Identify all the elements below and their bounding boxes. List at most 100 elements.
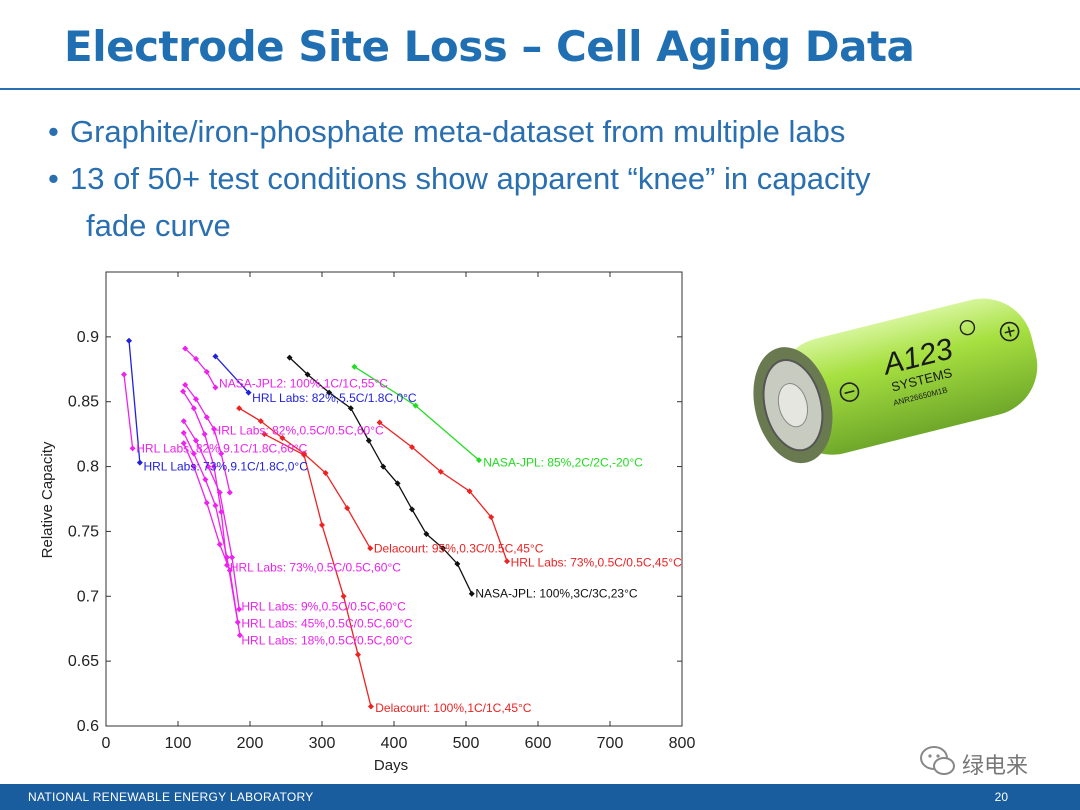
- bullet-dot-icon: •: [48, 161, 59, 196]
- series-annotation: HRL Labs: 82%,0.5C/0.5C,60°C: [213, 423, 384, 437]
- data-point: [136, 459, 143, 466]
- bullet-list: • Graphite/iron-phosphate meta-dataset f…: [48, 108, 870, 249]
- data-series-group: [121, 337, 511, 710]
- data-point: [466, 488, 473, 495]
- x-axis-label: Days: [374, 757, 408, 774]
- wechat-icon: [920, 746, 955, 775]
- y-tick-label: 0.6: [77, 718, 99, 735]
- data-point: [437, 468, 444, 475]
- data-point: [236, 632, 243, 639]
- series-line: [182, 381, 233, 496]
- watermark: 绿电来: [918, 742, 1058, 780]
- series-path: [214, 355, 250, 394]
- data-point: [190, 450, 197, 457]
- x-tick-label: 100: [165, 735, 192, 752]
- data-point: [212, 502, 219, 509]
- data-point: [475, 457, 482, 464]
- data-point: [211, 463, 217, 470]
- data-point: [257, 418, 264, 425]
- minus-symbol-icon: [844, 390, 855, 395]
- series-annotation: HRL Labs: 73%,0.5C/0.5C,60°C: [230, 561, 401, 575]
- data-point: [279, 435, 286, 442]
- data-point: [304, 371, 311, 378]
- data-point: [180, 429, 187, 436]
- data-point: [193, 437, 199, 444]
- data-point: [223, 554, 230, 561]
- data-point: [319, 521, 325, 528]
- data-point: [365, 437, 372, 444]
- data-point: [367, 703, 374, 710]
- y-axis-label: Relative Capacity: [39, 441, 56, 558]
- data-point: [344, 505, 351, 512]
- series-line: [261, 431, 374, 710]
- bullet-text: Graphite/iron-phosphate meta-dataset fro…: [70, 114, 846, 149]
- series-path: [183, 420, 240, 610]
- series-line: [180, 418, 243, 613]
- data-point: [409, 506, 415, 513]
- battery-body: [777, 298, 1038, 455]
- data-point: [322, 470, 329, 477]
- bullet-item: • Graphite/iron-phosphate meta-dataset f…: [48, 108, 870, 155]
- series-line: [180, 440, 243, 639]
- series-path: [264, 433, 372, 707]
- plus-symbol-icon: [1007, 326, 1012, 337]
- title-divider: [0, 88, 1080, 90]
- data-point: [190, 463, 197, 470]
- data-point: [205, 463, 212, 470]
- series-path: [184, 348, 217, 388]
- data-point: [201, 431, 208, 438]
- series-annotation: NASA-JPL: 100%,3C/3C,23°C: [475, 587, 638, 601]
- y-tick-label: 0.85: [68, 394, 99, 411]
- x-tick-label: 300: [309, 735, 336, 752]
- x-tick-label: 0: [102, 735, 111, 752]
- data-point: [211, 425, 217, 432]
- data-point: [355, 651, 361, 658]
- x-tick-label: 200: [237, 735, 264, 752]
- series-line: [126, 337, 143, 466]
- data-point: [409, 444, 415, 451]
- x-tick-label: 500: [453, 735, 480, 752]
- data-point: [190, 405, 197, 412]
- capacity-fade-chart: 0 100 200 300 400 500 600 700 800 0.6 0.65 0.7 0.75 0…: [39, 271, 695, 774]
- data-point: [202, 476, 209, 483]
- series-annotation: HRL Labs: 73%,9.1C/1.8C,0°C: [143, 460, 308, 474]
- series-line: [376, 419, 511, 565]
- series-line: [182, 345, 219, 391]
- footer-bar: NATIONAL RENEWABLE ENERGY LABORATORY 20: [0, 784, 1080, 810]
- data-point: [193, 355, 199, 362]
- data-point: [380, 463, 387, 470]
- y-tick-label: 0.8: [77, 459, 99, 476]
- data-point: [212, 384, 219, 391]
- axis-ticks: 0 100 200 300 400 500 600 700 800 0.6 0.65 0.7 0.75 0…: [68, 272, 695, 752]
- data-point: [126, 337, 133, 344]
- data-point: [236, 606, 243, 613]
- data-point: [286, 354, 293, 361]
- bullet-text-continuation: fade curve: [86, 208, 231, 243]
- a123-battery-image: A123 SYSTEMS ANR26650M1B: [753, 298, 1038, 464]
- series-annotation: Delacourt: 100%,1C/1C,45°C: [375, 701, 532, 715]
- slide-title: Electrode Site Loss – Cell Aging Data: [64, 22, 915, 71]
- series-annotation: HRL Labs: 82%,9.1C/1.8C,60°C: [136, 441, 307, 455]
- data-point: [351, 363, 358, 370]
- series-path: [183, 442, 241, 636]
- bullet-dot-icon: •: [48, 114, 59, 149]
- page-number: 20: [994, 790, 1008, 804]
- data-point: [454, 560, 461, 567]
- data-point: [488, 514, 495, 521]
- data-point: [216, 489, 223, 496]
- series-annotation: Delacourt: 95%,0.3C/0.5C,45°C: [374, 541, 544, 555]
- series-line: [351, 363, 482, 464]
- series-annotation: HRL Labs: 9%,0.5C/0.5C,60°C: [241, 600, 406, 614]
- y-tick-label: 0.75: [68, 523, 99, 540]
- plus-symbol-icon: [999, 321, 1020, 342]
- data-point: [412, 402, 419, 409]
- x-tick-label: 600: [525, 735, 552, 752]
- series-annotation: NASA-JPL: 85%,2C/2C,-20°C: [483, 456, 643, 470]
- bullet-item: • 13 of 50+ test conditions show apparen…: [48, 155, 870, 249]
- data-point: [301, 451, 307, 458]
- series-line: [286, 354, 475, 597]
- data-point: [347, 405, 354, 412]
- certification-mark-icon: [959, 319, 976, 336]
- data-point: [129, 445, 136, 452]
